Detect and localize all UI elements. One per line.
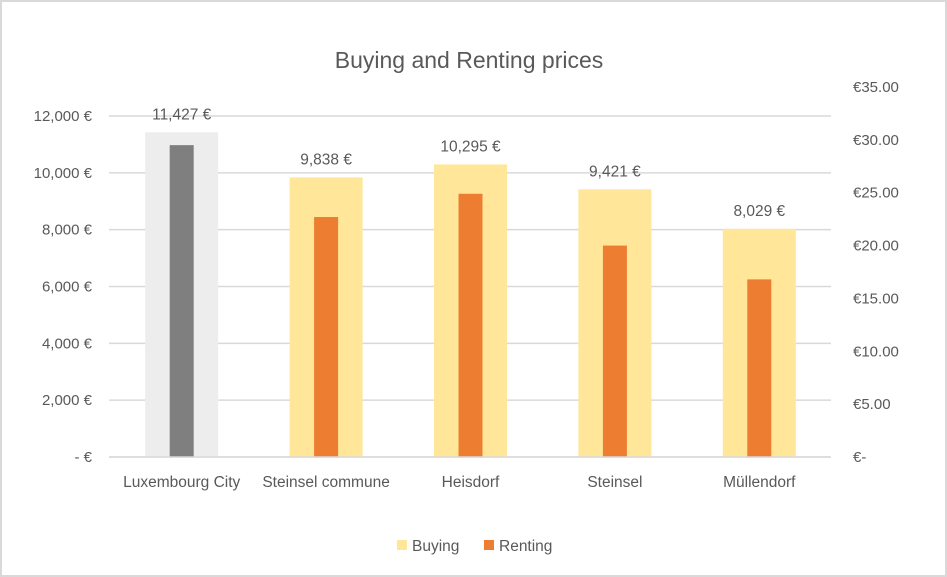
legend-swatch-buying — [397, 540, 407, 550]
left-axis-ticks: - € 2,000 € 4,000 € 6,000 € 8,000 € 10,000 € 1… — [34, 108, 93, 466]
left-axis-tick-label: 12,000 € — [34, 108, 93, 125]
left-axis-tick-label: 6,000 € — [42, 279, 93, 296]
legend-swatch-renting — [484, 540, 494, 550]
data-label-buying: 9,838 € — [300, 151, 352, 168]
data-labels: 11,427 € 9,838 € 10,295 € 9,421 € 8,029 € — [152, 106, 785, 220]
legend-label-renting: Renting — [499, 538, 552, 555]
right-axis-tick-label: €20.00 — [853, 238, 899, 255]
right-axis-tick-label: €10.00 — [853, 343, 899, 360]
left-axis-tick-label: 2,000 € — [42, 392, 93, 409]
right-axis-ticks: €- €5.00 €10.00 €15.00 €20.00 €25.00 €30.00 €35… — [853, 79, 899, 466]
legend-label-buying: Buying — [412, 538, 459, 555]
category-axis-labels: Luxembourg City Steinsel commune Heisdorf S… — [109, 456, 831, 491]
category-label: Luxembourg City — [123, 474, 240, 491]
category-label: Heisdorf — [442, 474, 500, 491]
bar-renting[interactable] — [314, 217, 339, 457]
legend: Buying Renting — [397, 538, 552, 555]
right-axis-tick-label: €25.00 — [853, 185, 899, 202]
left-axis-tick-label: 8,000 € — [42, 222, 93, 239]
left-axis-tick-label: - € — [74, 449, 92, 466]
chart-title: Buying and Renting prices — [335, 47, 604, 73]
data-label-buying: 10,295 € — [440, 138, 501, 155]
data-label-buying: 9,421 € — [589, 163, 641, 180]
right-axis-tick-label: €- — [853, 449, 866, 466]
category-label: Steinsel — [587, 474, 642, 491]
bar-renting[interactable] — [602, 245, 627, 457]
bar-renting[interactable] — [458, 193, 483, 457]
bar-renting[interactable] — [169, 145, 194, 457]
left-axis-tick-label: 4,000 € — [42, 335, 93, 352]
right-axis-tick-label: €15.00 — [853, 290, 899, 307]
data-label-buying: 11,427 € — [152, 106, 212, 123]
right-axis-tick-label: €5.00 — [853, 396, 891, 413]
right-axis-tick-label: €30.00 — [853, 132, 899, 149]
bar-renting[interactable] — [747, 279, 772, 457]
data-label-buying: 8,029 € — [733, 203, 785, 220]
category-label: Müllendorf — [723, 474, 796, 491]
category-label: Steinsel commune — [262, 474, 390, 491]
bar-series — [145, 132, 796, 457]
left-axis-tick-label: 10,000 € — [34, 165, 93, 182]
right-axis-tick-label: €35.00 — [853, 79, 899, 96]
